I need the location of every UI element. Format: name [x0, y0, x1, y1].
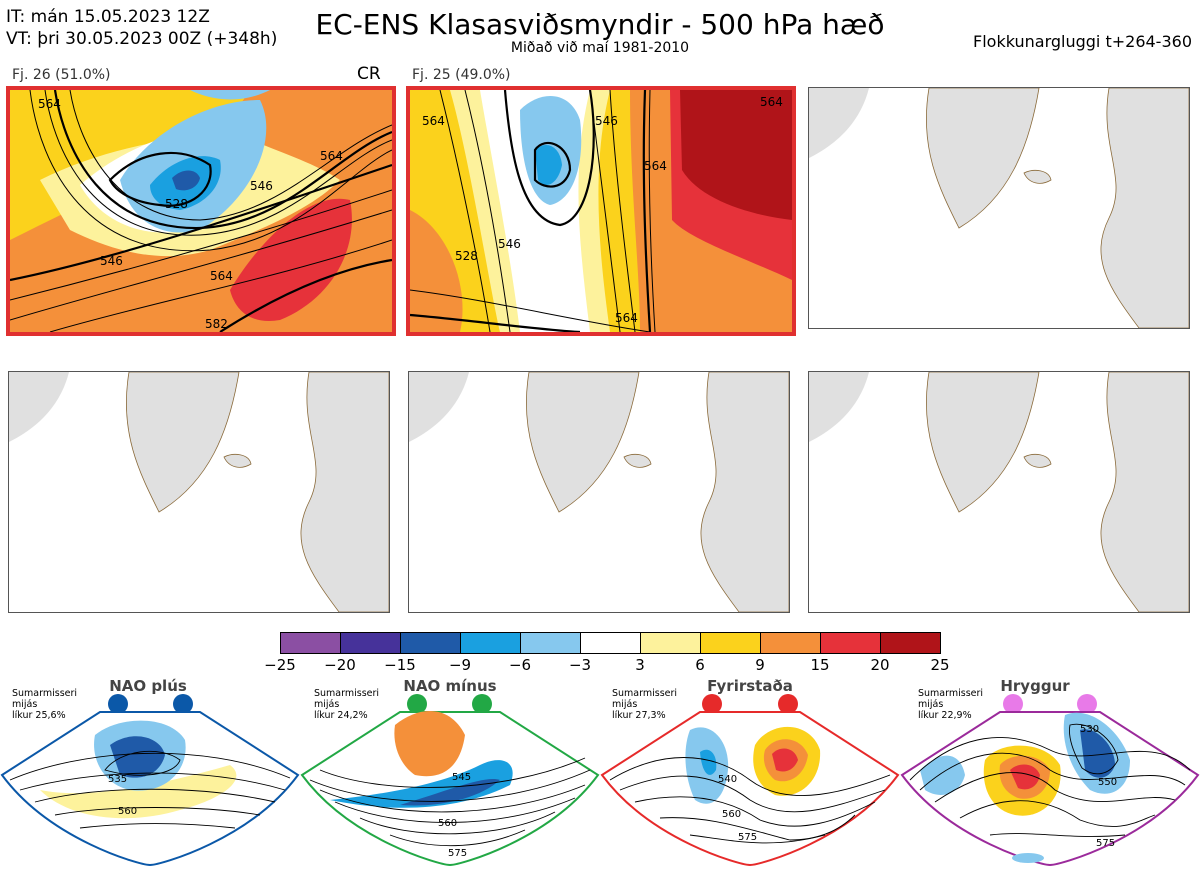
colorbar-tick: 15	[810, 656, 830, 674]
regime-season: Sumarmisseri	[12, 688, 78, 699]
colorbar-tick: −3	[568, 656, 592, 674]
contour-label: 564	[320, 149, 343, 163]
contour-label: 528	[455, 249, 478, 263]
cluster-1-label: Fj. 26 (51.0%)	[12, 67, 111, 83]
regime-contour: 530	[1080, 724, 1099, 735]
regime-likelihood: líkur 25,6%	[12, 710, 66, 721]
regime-contour: 560	[722, 809, 741, 820]
regime-4-title: Hryggur	[1000, 677, 1070, 695]
colorbar-tick: −6	[508, 656, 532, 674]
colorbar-cell	[580, 632, 641, 654]
contour-label: 528	[165, 197, 188, 211]
regime-marker	[1003, 694, 1023, 714]
contour-label: 582	[205, 317, 228, 331]
contour-label: 564	[760, 95, 783, 109]
regime-4-map: 530 550 575	[900, 694, 1200, 867]
colorbar-tick: 9	[755, 656, 765, 674]
empty-map-5	[408, 371, 790, 613]
colorbar-cell	[700, 632, 761, 654]
regime-4-info: Sumarmisseri mijás líkur 22,9%	[918, 688, 983, 721]
colorbar-cell	[520, 632, 581, 654]
cluster-1-map[interactable]: 564 546 528 546 564 564 582	[6, 86, 396, 336]
regime-3-info: Sumarmisseri mijás líkur 27,3%	[612, 688, 677, 721]
page-title: EC-ENS Klasasviðsmyndir - 500 hPa hæð	[315, 8, 885, 41]
regime-contour: 560	[438, 818, 457, 829]
regime-wording: mijás	[314, 699, 340, 710]
regime-marker	[108, 694, 128, 714]
contour-label: 546	[250, 179, 273, 193]
regime-season: Sumarmisseri	[314, 688, 380, 699]
regime-contour: 560	[118, 806, 137, 817]
colorbar-tick: −9	[448, 656, 472, 674]
colorbar-cell	[460, 632, 521, 654]
regime-3-map: 540 560 575	[600, 694, 900, 867]
cluster-2-map[interactable]: 564 546 546 564 564 564 528	[406, 86, 796, 336]
regime-1-title: NAO plús	[109, 677, 187, 695]
regime-2-info: Sumarmisseri mijás líkur 24,2%	[314, 688, 379, 721]
colorbar-cell	[640, 632, 701, 654]
contour-label: 546	[595, 114, 618, 128]
regime-marker	[702, 694, 722, 714]
regime-season: Sumarmisseri	[918, 688, 984, 699]
colorbar-cell	[400, 632, 461, 654]
regime-2-map: 545 560 575	[300, 694, 600, 867]
contour-label: 546	[100, 254, 123, 268]
colorbar-cell	[820, 632, 881, 654]
regime-wording: mijás	[918, 699, 944, 710]
cluster-1-tag: CR	[357, 64, 381, 84]
regime-2-title: NAO mínus	[403, 677, 497, 695]
regime-contour: 575	[738, 832, 757, 843]
regime-1-info: Sumarmisseri mijás líkur 25,6%	[12, 688, 77, 721]
regime-contour: 575	[1096, 838, 1115, 849]
colorbar	[280, 632, 941, 654]
regime-marker	[1077, 694, 1097, 714]
regime-1-map: 535 560	[0, 694, 300, 867]
colorbar-tick: −20	[324, 656, 356, 674]
initial-time: IT: mán 15.05.2023 12Z	[6, 7, 210, 27]
colorbar-tick: 25	[930, 656, 950, 674]
colorbar-cell	[280, 632, 341, 654]
colorbar-tick: 3	[635, 656, 645, 674]
contour-label: 564	[422, 114, 445, 128]
colorbar-cell	[340, 632, 401, 654]
classification-window: Flokkunargluggi t+264-360	[973, 32, 1192, 51]
colorbar-cell	[760, 632, 821, 654]
colorbar-cell	[880, 632, 941, 654]
empty-map-6	[808, 371, 1190, 613]
valid-time: VT: þri 30.05.2023 00Z (+348h)	[6, 29, 278, 49]
regime-wording: mijás	[12, 699, 38, 710]
page-subtitle: Miðað við maí 1981-2010	[510, 40, 690, 56]
colorbar-tick: −25	[264, 656, 296, 674]
regime-marker	[778, 694, 798, 714]
regime-contour: 540	[718, 774, 737, 785]
contour-label: 564	[615, 311, 638, 325]
header-info: IT: mán 15.05.2023 12Z VT: þri 30.05.202…	[6, 6, 277, 50]
regime-likelihood: líkur 27,3%	[612, 710, 666, 721]
regime-marker	[407, 694, 427, 714]
colorbar-tick: 20	[870, 656, 890, 674]
contour-label: 564	[38, 97, 61, 111]
regime-likelihood: líkur 22,9%	[918, 710, 972, 721]
regime-wording: mijás	[612, 699, 638, 710]
colorbar-tick: 6	[695, 656, 705, 674]
cluster-2-label: Fj. 25 (49.0%)	[412, 67, 511, 83]
colorbar-tick: −15	[384, 656, 416, 674]
regime-3-frame	[600, 711, 900, 867]
regime-contour: 550	[1098, 777, 1117, 788]
regime-contour: 575	[448, 848, 467, 859]
regime-3-title: Fyrirstaða	[707, 677, 793, 695]
contour-label: 546	[498, 237, 521, 251]
regime-marker	[173, 694, 193, 714]
regime-likelihood: líkur 24,2%	[314, 710, 368, 721]
contour-label: 564	[210, 269, 233, 283]
regime-contour: 545	[452, 772, 471, 783]
contour-label: 564	[644, 159, 667, 173]
regime-marker	[472, 694, 492, 714]
regime-contour: 535	[108, 774, 127, 785]
empty-map-3	[808, 87, 1190, 329]
empty-map-4	[8, 371, 390, 613]
regime-season: Sumarmisseri	[612, 688, 678, 699]
